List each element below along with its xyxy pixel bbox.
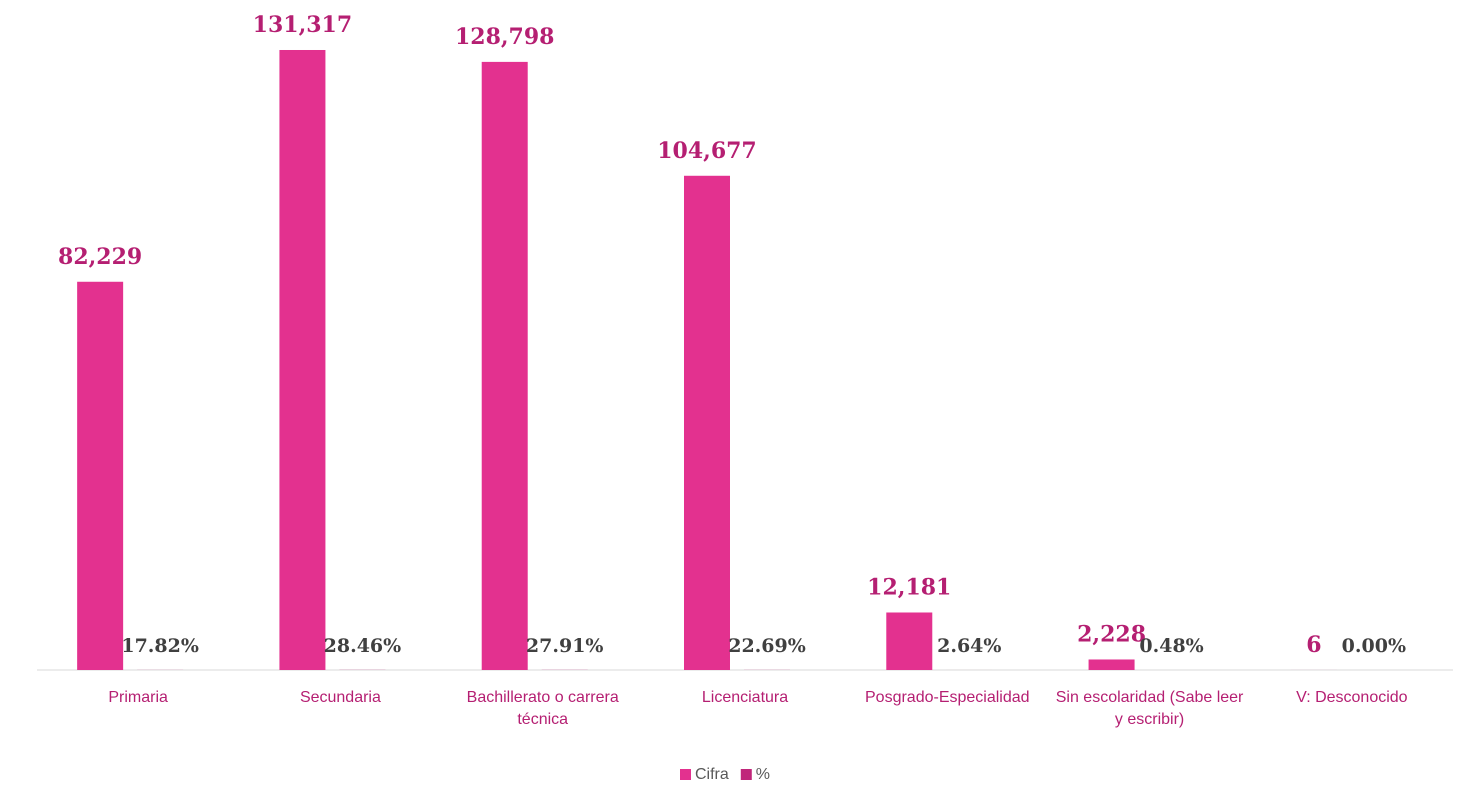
- x-tick-label: Bachillerato o carrera técnica: [466, 689, 619, 728]
- legend-swatch: [740, 769, 752, 780]
- x-tick-label: Licenciatura: [701, 689, 789, 706]
- value-label: 17.82%: [121, 635, 199, 657]
- legend-label: Cifra: [695, 766, 729, 783]
- bar: [77, 281, 124, 670]
- bar: [481, 61, 528, 670]
- x-tick-label: V: Desconocido: [1296, 689, 1408, 706]
- bar: [684, 175, 730, 670]
- value-label: 0.00%: [1342, 635, 1406, 657]
- value-label: 2,228: [1077, 621, 1146, 647]
- value-label: 6: [1306, 632, 1321, 658]
- value-label: 28.46%: [324, 635, 402, 657]
- value-label: 27.91%: [526, 635, 604, 657]
- value-label: 128,798: [455, 24, 555, 50]
- bar: [279, 49, 326, 671]
- legend-label: %: [756, 766, 770, 783]
- bar: [1088, 659, 1135, 670]
- x-tick-label: Secundaria: [299, 689, 381, 706]
- value-label: 12,181: [867, 574, 951, 600]
- x-tick-label: Sin escolaridad (Sabe leer y escribir): [1055, 689, 1244, 728]
- value-label: 22.69%: [728, 635, 806, 657]
- legend-swatch: [680, 769, 691, 780]
- bar: [886, 612, 933, 670]
- value-label: 131,317: [253, 12, 353, 38]
- value-label: 0.48%: [1139, 635, 1203, 657]
- x-tick-label: Primaria: [108, 689, 168, 706]
- value-label: 82,229: [58, 244, 142, 270]
- value-label: 104,677: [657, 138, 757, 164]
- value-label: 2.64%: [937, 635, 1001, 657]
- x-tick-label: Posgrado-Especialidad: [865, 689, 1030, 706]
